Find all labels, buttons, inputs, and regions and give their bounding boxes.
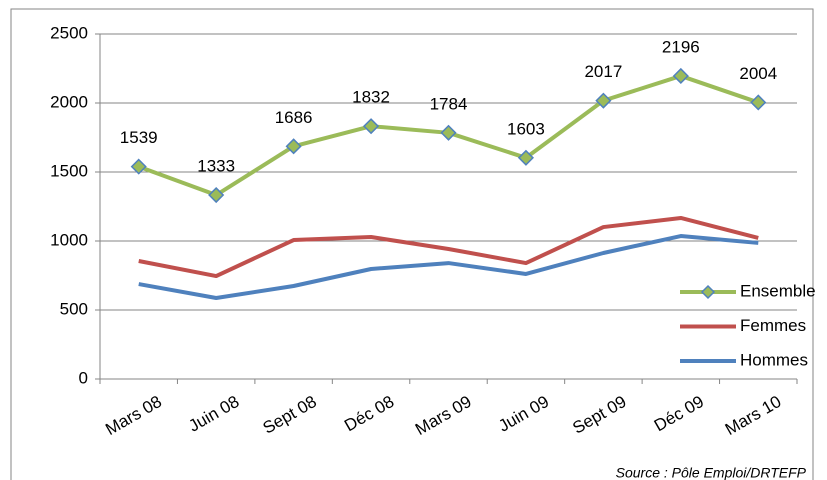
- data-label: 2004: [739, 64, 777, 83]
- data-label: 1686: [275, 108, 313, 127]
- data-point: [362, 118, 380, 135]
- data-point: [208, 186, 225, 204]
- y-tick-label: 0: [79, 368, 88, 387]
- data-point: [595, 92, 612, 109]
- data-label: 1784: [430, 94, 468, 113]
- data-label: 2017: [584, 62, 622, 81]
- legend-label: Hommes: [740, 350, 808, 369]
- series-line: [138, 234, 759, 300]
- data-label: 1539: [120, 128, 158, 147]
- data-point: [440, 124, 457, 141]
- source-note: Source : Pôle Emploi/DRTEFP: [616, 465, 807, 480]
- data-point: [672, 67, 689, 85]
- legend-label: Ensemble: [740, 281, 816, 300]
- data-label: 1603: [507, 119, 545, 138]
- legend-label: Femmes: [740, 316, 806, 335]
- series-line: [138, 215, 759, 279]
- data-point: [130, 158, 147, 175]
- data-label: 2196: [662, 37, 700, 56]
- legend-marker: [700, 284, 716, 300]
- data-point: [285, 138, 302, 155]
- y-tick-label: 2500: [50, 23, 88, 42]
- data-label: 1333: [197, 157, 235, 176]
- y-tick-label: 1500: [50, 161, 88, 180]
- data-point: [517, 149, 535, 166]
- data-point: [750, 94, 767, 111]
- y-tick-label: 1000: [50, 230, 88, 249]
- y-tick-label: 500: [60, 299, 88, 318]
- data-label: 1832: [352, 88, 390, 107]
- y-tick-label: 2000: [50, 92, 88, 111]
